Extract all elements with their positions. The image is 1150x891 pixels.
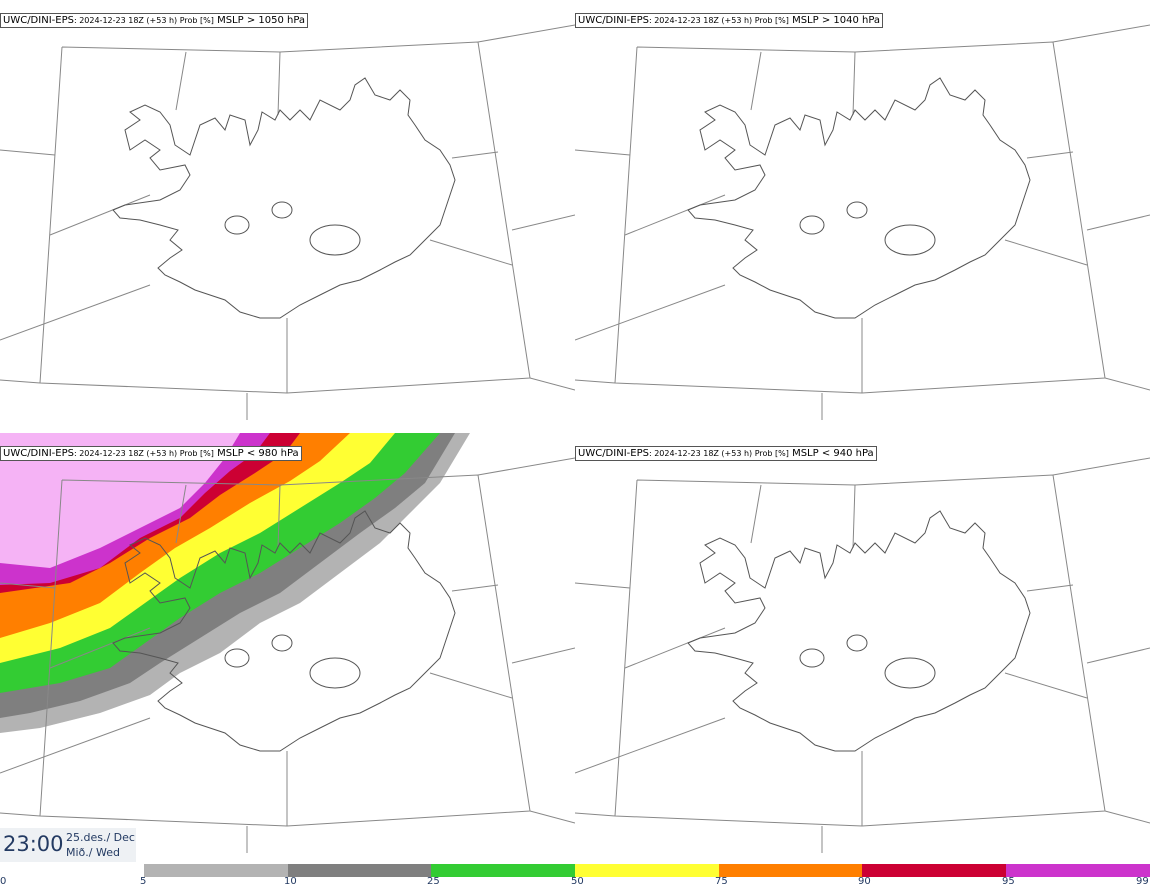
- valid-weekday: Mið./ Wed: [66, 846, 120, 859]
- panel-title-2: UWC/DINI-EPS: 2024-12-23 18Z (+53 h) Pro…: [575, 13, 884, 28]
- colorbar-tick-label: 0: [0, 876, 7, 887]
- colorbar-segment: [575, 864, 719, 877]
- panel-title-3: UWC/DINI-EPS: 2024-12-23 18Z (+53 h) Pro…: [0, 446, 302, 461]
- colorbar-tick-label: 90: [858, 876, 871, 887]
- panel-title-1: UWC/DINI-EPS: 2024-12-23 18Z (+53 h) Pro…: [0, 13, 309, 28]
- colorbar-segment: [431, 864, 575, 877]
- colorbar-tick-label: 99: [1136, 876, 1149, 887]
- colorbar-tick-label: 95: [1002, 876, 1015, 887]
- colorbar-segment: [862, 864, 1006, 877]
- map-4: [575, 457, 1150, 853]
- valid-time-box: 23:00 25.des./ Dec Mið./ Wed: [0, 828, 136, 862]
- colorbar-tick-label: 5: [140, 876, 147, 887]
- valid-time: 23:00: [3, 832, 64, 856]
- colorbar-segment: [144, 864, 288, 877]
- map-panel-2: UWC/DINI-EPS: 2024-12-23 18Z (+53 h) Pro…: [575, 0, 1150, 433]
- probability-field: [0, 433, 470, 733]
- colorbar-segment: [288, 864, 431, 877]
- map-panel-1: UWC/DINI-EPS: 2024-12-23 18Z (+53 h) Pro…: [0, 0, 575, 433]
- colorbar-segment: [719, 864, 862, 877]
- map-panel-3: UWC/DINI-EPS: 2024-12-23 18Z (+53 h) Pro…: [0, 433, 575, 866]
- map-1: [0, 24, 575, 420]
- map-panel-4: UWC/DINI-EPS: 2024-12-23 18Z (+53 h) Pro…: [575, 433, 1150, 866]
- colorbar-segment: [1006, 864, 1150, 877]
- valid-date: 25.des./ Dec: [66, 831, 135, 844]
- panel-title-4: UWC/DINI-EPS: 2024-12-23 18Z (+53 h) Pro…: [575, 446, 877, 461]
- map-2: [575, 24, 1150, 420]
- map-3: [0, 433, 575, 853]
- colorbar-tick-label: 75: [715, 876, 728, 887]
- colorbar-tick-label: 25: [427, 876, 440, 887]
- colorbar-tick-label: 50: [571, 876, 584, 887]
- prob-band-99: [0, 433, 240, 568]
- colorbar-tick-label: 10: [284, 876, 297, 887]
